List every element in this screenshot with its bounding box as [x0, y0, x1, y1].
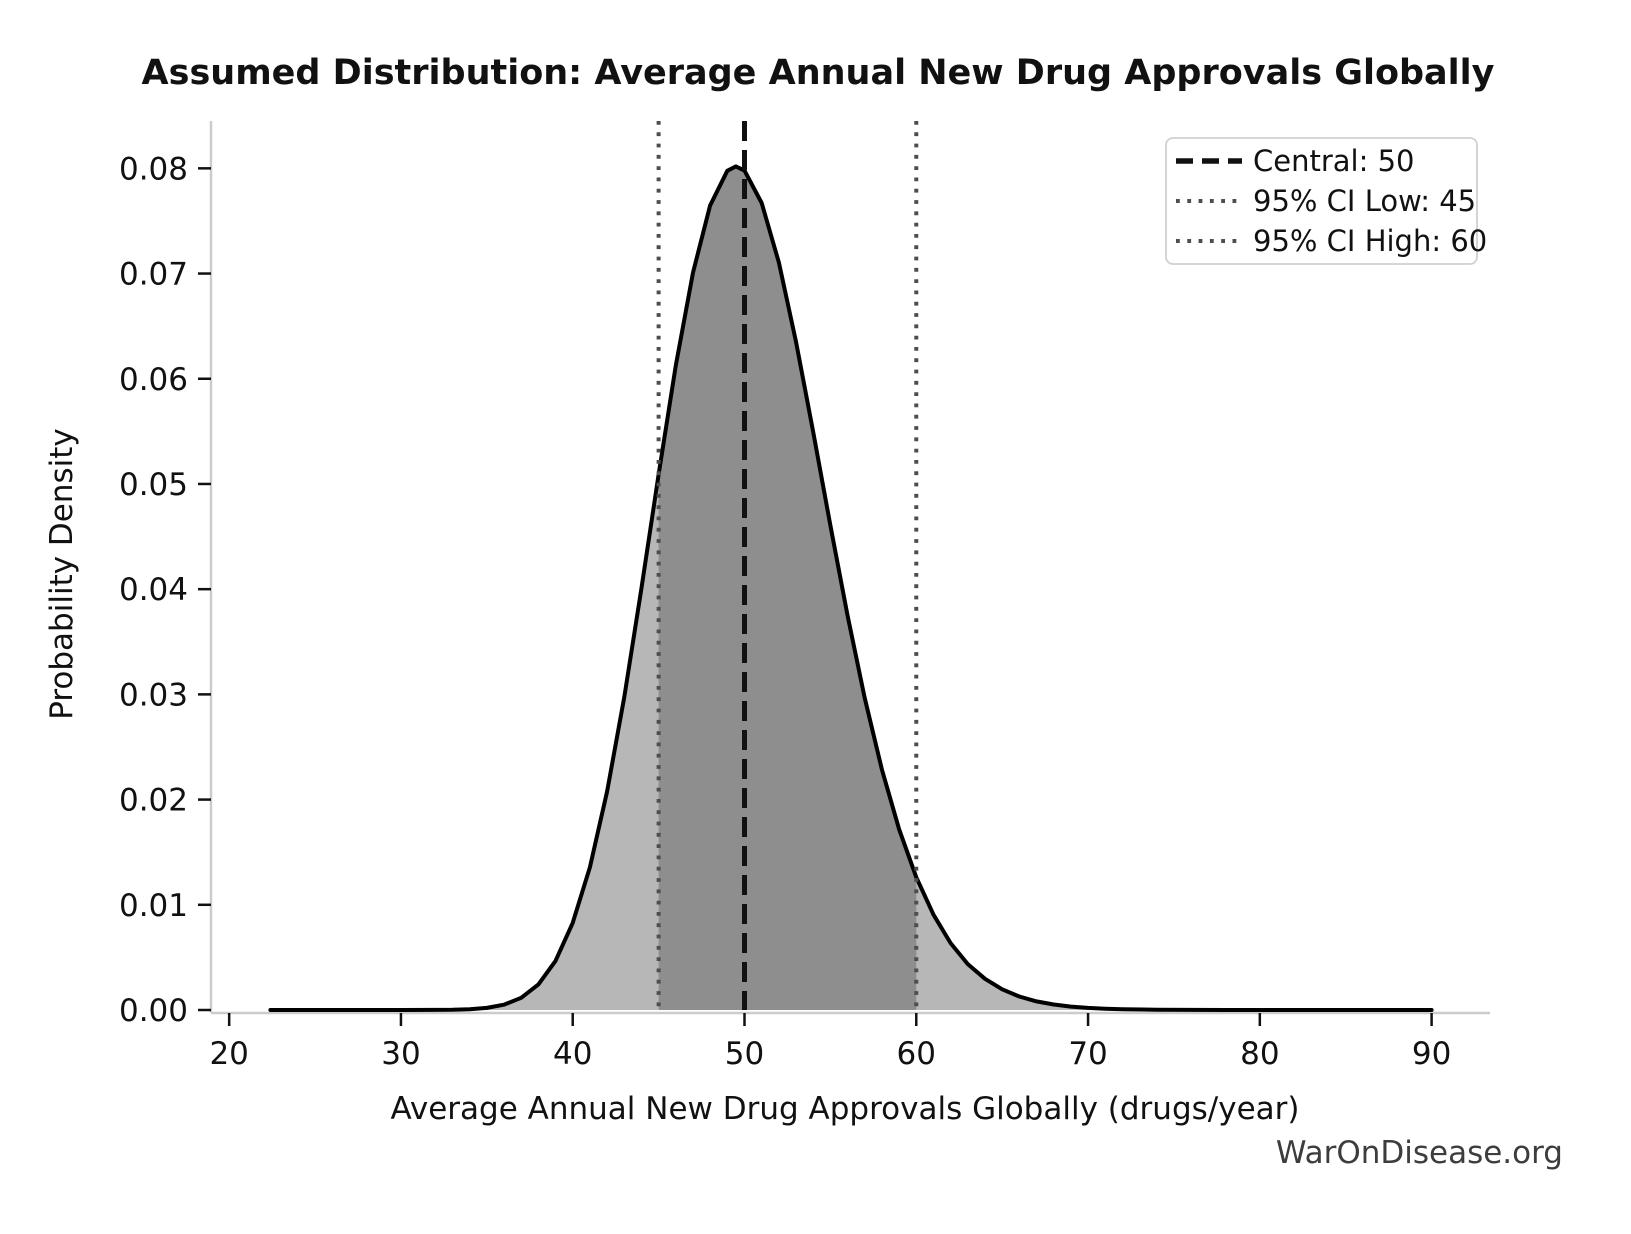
y-tick-label: 0.03	[119, 677, 188, 713]
legend-ci-high-label: 95% CI High: 60	[1253, 224, 1487, 258]
y-tick-label: 0.06	[119, 362, 188, 398]
y-axis-label: Probability Density	[44, 428, 80, 720]
x-axis-label: Average Annual New Drug Approvals Global…	[391, 1091, 1300, 1127]
x-tick-label: 90	[1412, 1036, 1451, 1072]
y-tick-label: 0.02	[119, 783, 188, 819]
x-ticks: 20 30 40 50 60 70 80 90	[209, 1013, 1451, 1072]
legend-central-label: Central: 50	[1253, 144, 1414, 178]
x-tick-label: 80	[1240, 1036, 1279, 1072]
y-tick-label: 0.04	[119, 572, 188, 608]
x-tick-label: 40	[553, 1036, 592, 1072]
y-tick-label: 0.07	[119, 257, 188, 293]
chart-title: Assumed Distribution: Average Annual New…	[142, 53, 1495, 93]
x-tick-label: 50	[725, 1036, 764, 1072]
legend: Central: 50 95% CI Low: 45 95% CI High: …	[1165, 137, 1487, 265]
y-tick-label: 0.08	[119, 151, 188, 187]
legend-box	[1165, 137, 1478, 265]
x-tick-label: 20	[209, 1036, 248, 1072]
x-tick-label: 70	[1068, 1036, 1107, 1072]
y-ticks: 0.00 0.01 0.02 0.03 0.04 0.05 0.06 0.07 0.08	[119, 151, 211, 1029]
legend-ci-low-label: 95% CI Low: 45	[1253, 184, 1476, 218]
y-tick-label: 0.01	[119, 888, 188, 924]
y-tick-label: 0.05	[119, 467, 188, 503]
y-tick-label: 0.00	[119, 993, 188, 1029]
watermark: WarOnDisease.org	[1276, 1135, 1563, 1171]
density-area-ci	[658, 166, 917, 1010]
x-tick-label: 30	[381, 1036, 420, 1072]
density-curve	[268, 164, 1434, 1012]
x-tick-label: 60	[897, 1036, 936, 1072]
